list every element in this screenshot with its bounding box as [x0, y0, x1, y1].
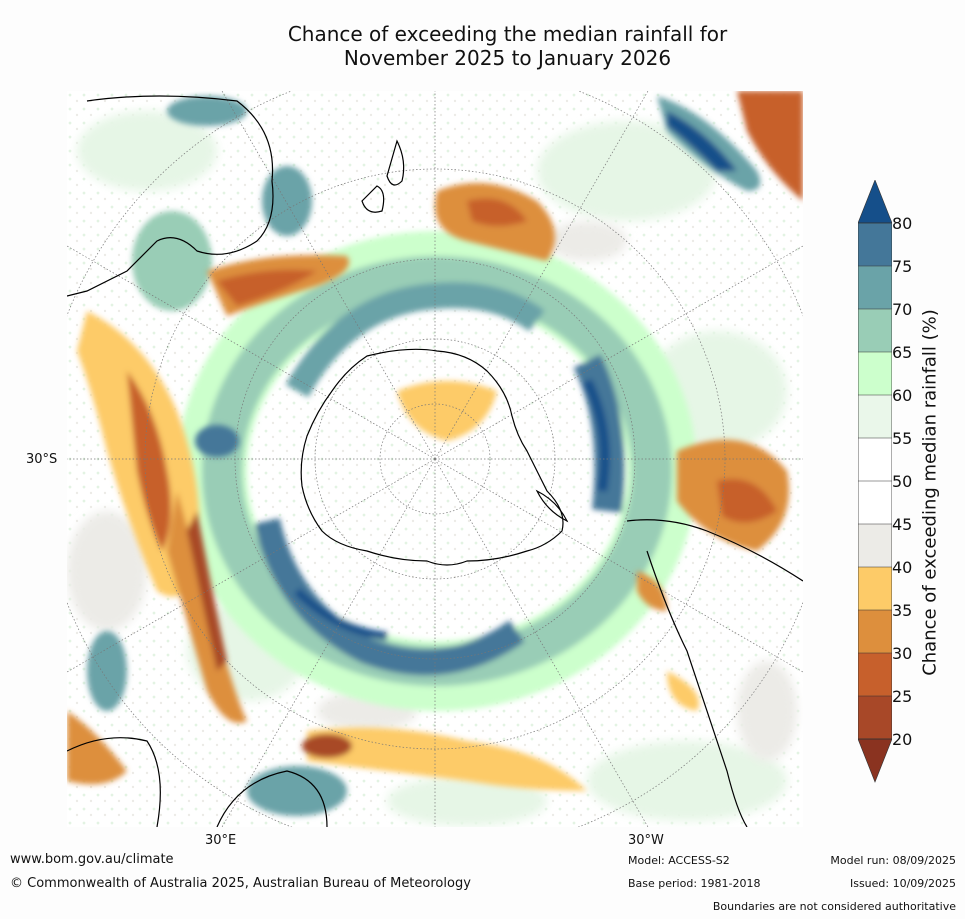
title-line-1: Chance of exceeding the median rainfall …	[287, 22, 728, 46]
australia-coast	[67, 95, 274, 297]
colorbar-tick-40: 40	[892, 558, 913, 577]
antarctica-coast	[300, 348, 564, 566]
antarctic-peninsula	[535, 489, 569, 523]
colorbar-bin-20-25	[858, 696, 892, 739]
colorbar-tick-65: 65	[892, 343, 913, 362]
website-link[interactable]: www.bom.gov.au/climate	[10, 852, 174, 867]
colorbar-title: Chance of exceeding median rainfall (%)	[919, 309, 941, 676]
colorbar-tick-25: 25	[892, 687, 913, 706]
new-zealand-north	[386, 139, 405, 186]
colorbar-tick-60: 60	[892, 386, 913, 405]
colorbar-bin-25-30	[858, 653, 892, 696]
colorbar-top-arrow	[858, 180, 892, 224]
model-name: Model: ACCESS-S2	[628, 854, 730, 867]
colorbar-bin-40-45	[858, 524, 892, 567]
colorbar-bin-70-75	[858, 266, 892, 309]
model-run-date: Model run: 08/09/2025	[830, 854, 956, 867]
colorbar-tick-70: 70	[892, 300, 913, 319]
colorbar-bin-65-70	[858, 309, 892, 352]
graticule	[67, 91, 803, 827]
africa-coast	[67, 737, 328, 827]
colorbar-bin-30-35	[858, 610, 892, 653]
colorbar-tick-45: 45	[892, 515, 913, 534]
coastlines	[67, 95, 803, 827]
longitude-label-30e: 30°E	[205, 833, 237, 848]
longitude-label-30w: 30°W	[628, 833, 664, 848]
rainfall-map	[67, 91, 803, 827]
colorbar-bin-75-80	[858, 223, 892, 266]
issued-date: Issued: 10/09/2025	[849, 877, 956, 890]
copyright-text: © Commonwealth of Australia 2025, Austra…	[10, 876, 471, 891]
wet-patches	[87, 96, 761, 816]
colorbar-tick-30: 30	[892, 644, 913, 663]
colorbar-tick-55: 55	[892, 429, 913, 448]
chart-title: Chance of exceeding the median rainfall …	[0, 22, 965, 70]
base-period: Base period: 1981-2018	[628, 877, 761, 890]
colorbar-bin-50-55	[858, 438, 892, 481]
colorbar-bin-45-50	[858, 481, 892, 524]
boundaries-disclaimer: Boundaries are not considered authoritat…	[712, 900, 956, 913]
new-zealand-south	[361, 185, 385, 213]
dry-patches	[67, 91, 803, 791]
colorbar-tick-50: 50	[892, 472, 913, 491]
colorbar-tick-20: 20	[892, 730, 913, 749]
colorbar-bin-55-60	[858, 395, 892, 438]
colorbar-tick-35: 35	[892, 601, 913, 620]
title-line-2: November 2025 to January 2026	[343, 46, 672, 70]
south-america-coast	[626, 519, 803, 827]
colorbar-tick-80: 80	[892, 214, 913, 233]
wet-ring	[177, 231, 697, 711]
colorbar-bin-60-65	[858, 352, 892, 395]
grey-patches	[67, 221, 797, 761]
latitude-label-30s: 30°S	[26, 452, 58, 467]
colorbar-bin-35-40	[858, 567, 892, 610]
colorbar-bottom-arrow	[858, 738, 892, 783]
colorbar-tick-75: 75	[892, 257, 913, 276]
colorbar	[858, 180, 892, 783]
